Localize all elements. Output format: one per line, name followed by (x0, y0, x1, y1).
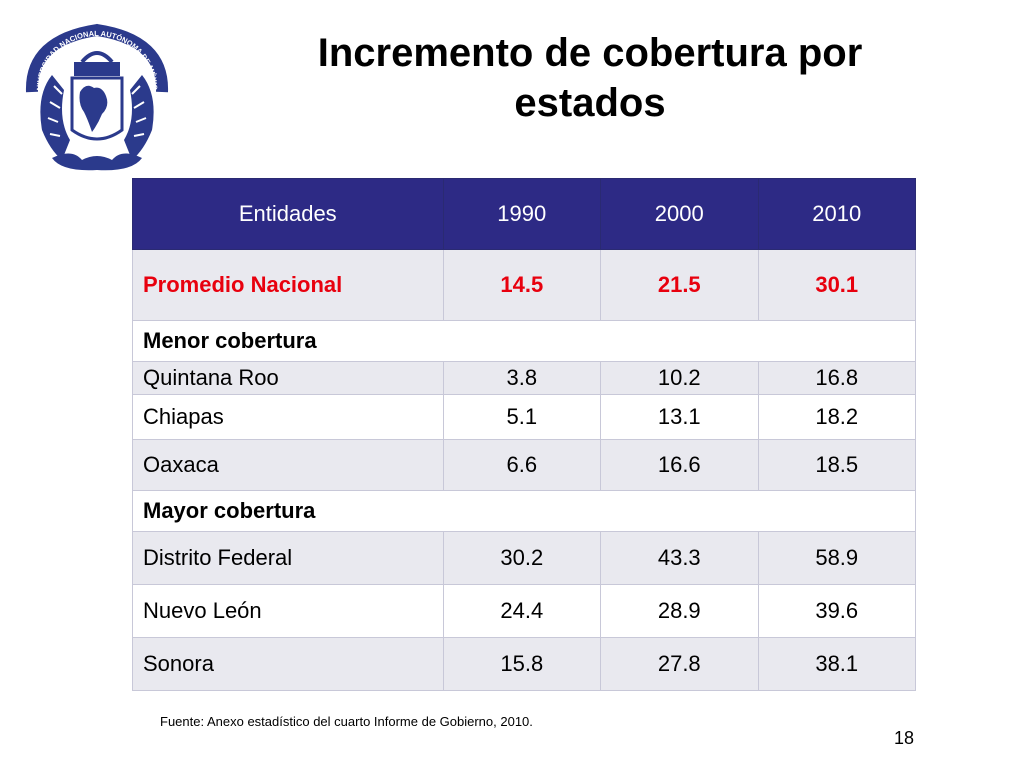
table-header-row: Entidades 1990 2000 2010 (132, 178, 916, 250)
cell-2010: 18.2 (757, 394, 916, 440)
cell-2000: 13.1 (600, 394, 759, 440)
cell-2000: 27.8 (600, 637, 759, 691)
cell-2000: 28.9 (600, 584, 759, 638)
cell-2000: 16.6 (600, 439, 759, 491)
cell-2010: 16.8 (757, 361, 916, 395)
cell-1990: 24.4 (442, 584, 602, 638)
table-row: Chiapas 5.1 13.1 18.2 (132, 394, 916, 440)
slide-title: Incremento de cobertura por estados (317, 31, 863, 125)
table-row: Nuevo León 24.4 28.9 39.6 (132, 584, 916, 638)
cell-1990: 5.1 (442, 394, 602, 440)
table-row-national: Promedio Nacional 14.5 21.5 30.1 (132, 249, 916, 321)
section-label: Mayor cobertura (132, 490, 916, 532)
page-number: 18 (894, 728, 915, 748)
row-label: Sonora (132, 637, 444, 691)
row-label: Quintana Roo (132, 361, 444, 395)
header-1990: 1990 (442, 178, 602, 250)
cell-2010: 58.9 (757, 531, 916, 585)
header-2000: 2000 (600, 178, 759, 250)
table-row: Distrito Federal 30.2 43.3 58.9 (132, 531, 916, 585)
cell-2010: 18.5 (757, 439, 916, 491)
header-entidades: Entidades (132, 178, 444, 250)
coverage-table: Entidades 1990 2000 2010 Promedio Nacion… (132, 178, 916, 691)
cell-1990: 3.8 (442, 361, 602, 395)
cell-1990: 14.5 (442, 249, 602, 321)
section-row-menor: Menor cobertura (132, 320, 916, 362)
table-row: Sonora 15.8 27.8 38.1 (132, 637, 916, 691)
row-label: Nuevo León (132, 584, 444, 638)
section-row-mayor: Mayor cobertura (132, 490, 916, 532)
cell-2000: 21.5 (600, 249, 759, 321)
unam-seal-icon: UNIVERSIDAD NACIONAL AUTÓNOMA DE MÉXICO (22, 20, 169, 171)
cell-1990: 30.2 (442, 531, 602, 585)
row-label: Distrito Federal (132, 531, 444, 585)
row-label: Chiapas (132, 394, 444, 440)
table-row: Oaxaca 6.6 16.6 18.5 (132, 439, 916, 491)
row-label: Oaxaca (132, 439, 444, 491)
cell-2010: 30.1 (757, 249, 916, 321)
row-label: Promedio Nacional (132, 249, 444, 321)
cell-1990: 15.8 (442, 637, 602, 691)
table-row: Quintana Roo 3.8 10.2 16.8 (132, 361, 916, 395)
cell-2010: 38.1 (757, 637, 916, 691)
source-note: Fuente: Anexo estadístico del cuarto Inf… (160, 714, 533, 729)
cell-2000: 10.2 (600, 361, 759, 395)
cell-2000: 43.3 (600, 531, 759, 585)
cell-1990: 6.6 (442, 439, 602, 491)
cell-2010: 39.6 (757, 584, 916, 638)
section-label: Menor cobertura (132, 320, 916, 362)
header-2010: 2010 (757, 178, 916, 250)
